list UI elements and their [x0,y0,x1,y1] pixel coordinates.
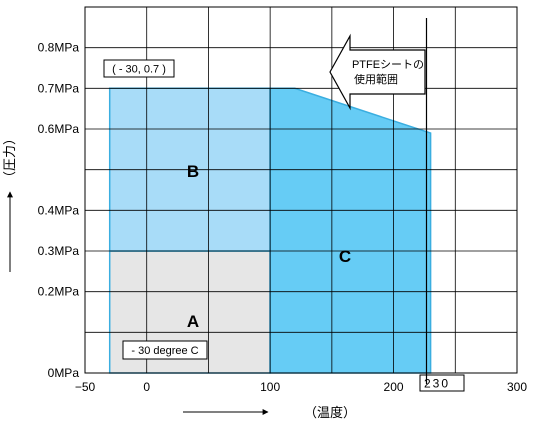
y-tick-label: 0MPa [48,366,80,380]
zone-label-a: A [187,312,199,331]
ptfe-callout-line1: PTFEシートの [352,59,424,71]
zone-label-c: C [339,247,351,266]
x-tick-label: 100 [260,380,280,394]
zone-label-b: B [187,162,199,181]
y-tick-label: 0.3MPa [38,244,80,258]
max-temp-label: 230 [424,377,450,391]
y-tick-label: 0.7MPa [38,81,80,95]
x-tick-label: 0 [143,380,150,394]
x-tick-label: −50 [75,380,96,394]
x-tick-label: 300 [507,380,527,394]
corner-point-label: ( - 30, 0.7 ) [112,64,166,76]
y-axis-label: （圧力） [2,132,17,184]
x-tick-label: 200 [384,380,404,394]
y-tick-label: 0.2MPa [38,285,80,299]
y-tick-label: 0.8MPa [38,41,80,55]
min-temp-label: - 30 degree C [131,345,198,357]
ptfe-callout-line2: 使用範囲 [354,72,398,86]
region-c [270,88,431,373]
x-axis-label: （温度） [304,405,356,420]
ptfe-callout-arrow [330,36,425,108]
y-tick-label: 0.4MPa [38,203,80,217]
y-tick-label: 0.6MPa [38,122,80,136]
